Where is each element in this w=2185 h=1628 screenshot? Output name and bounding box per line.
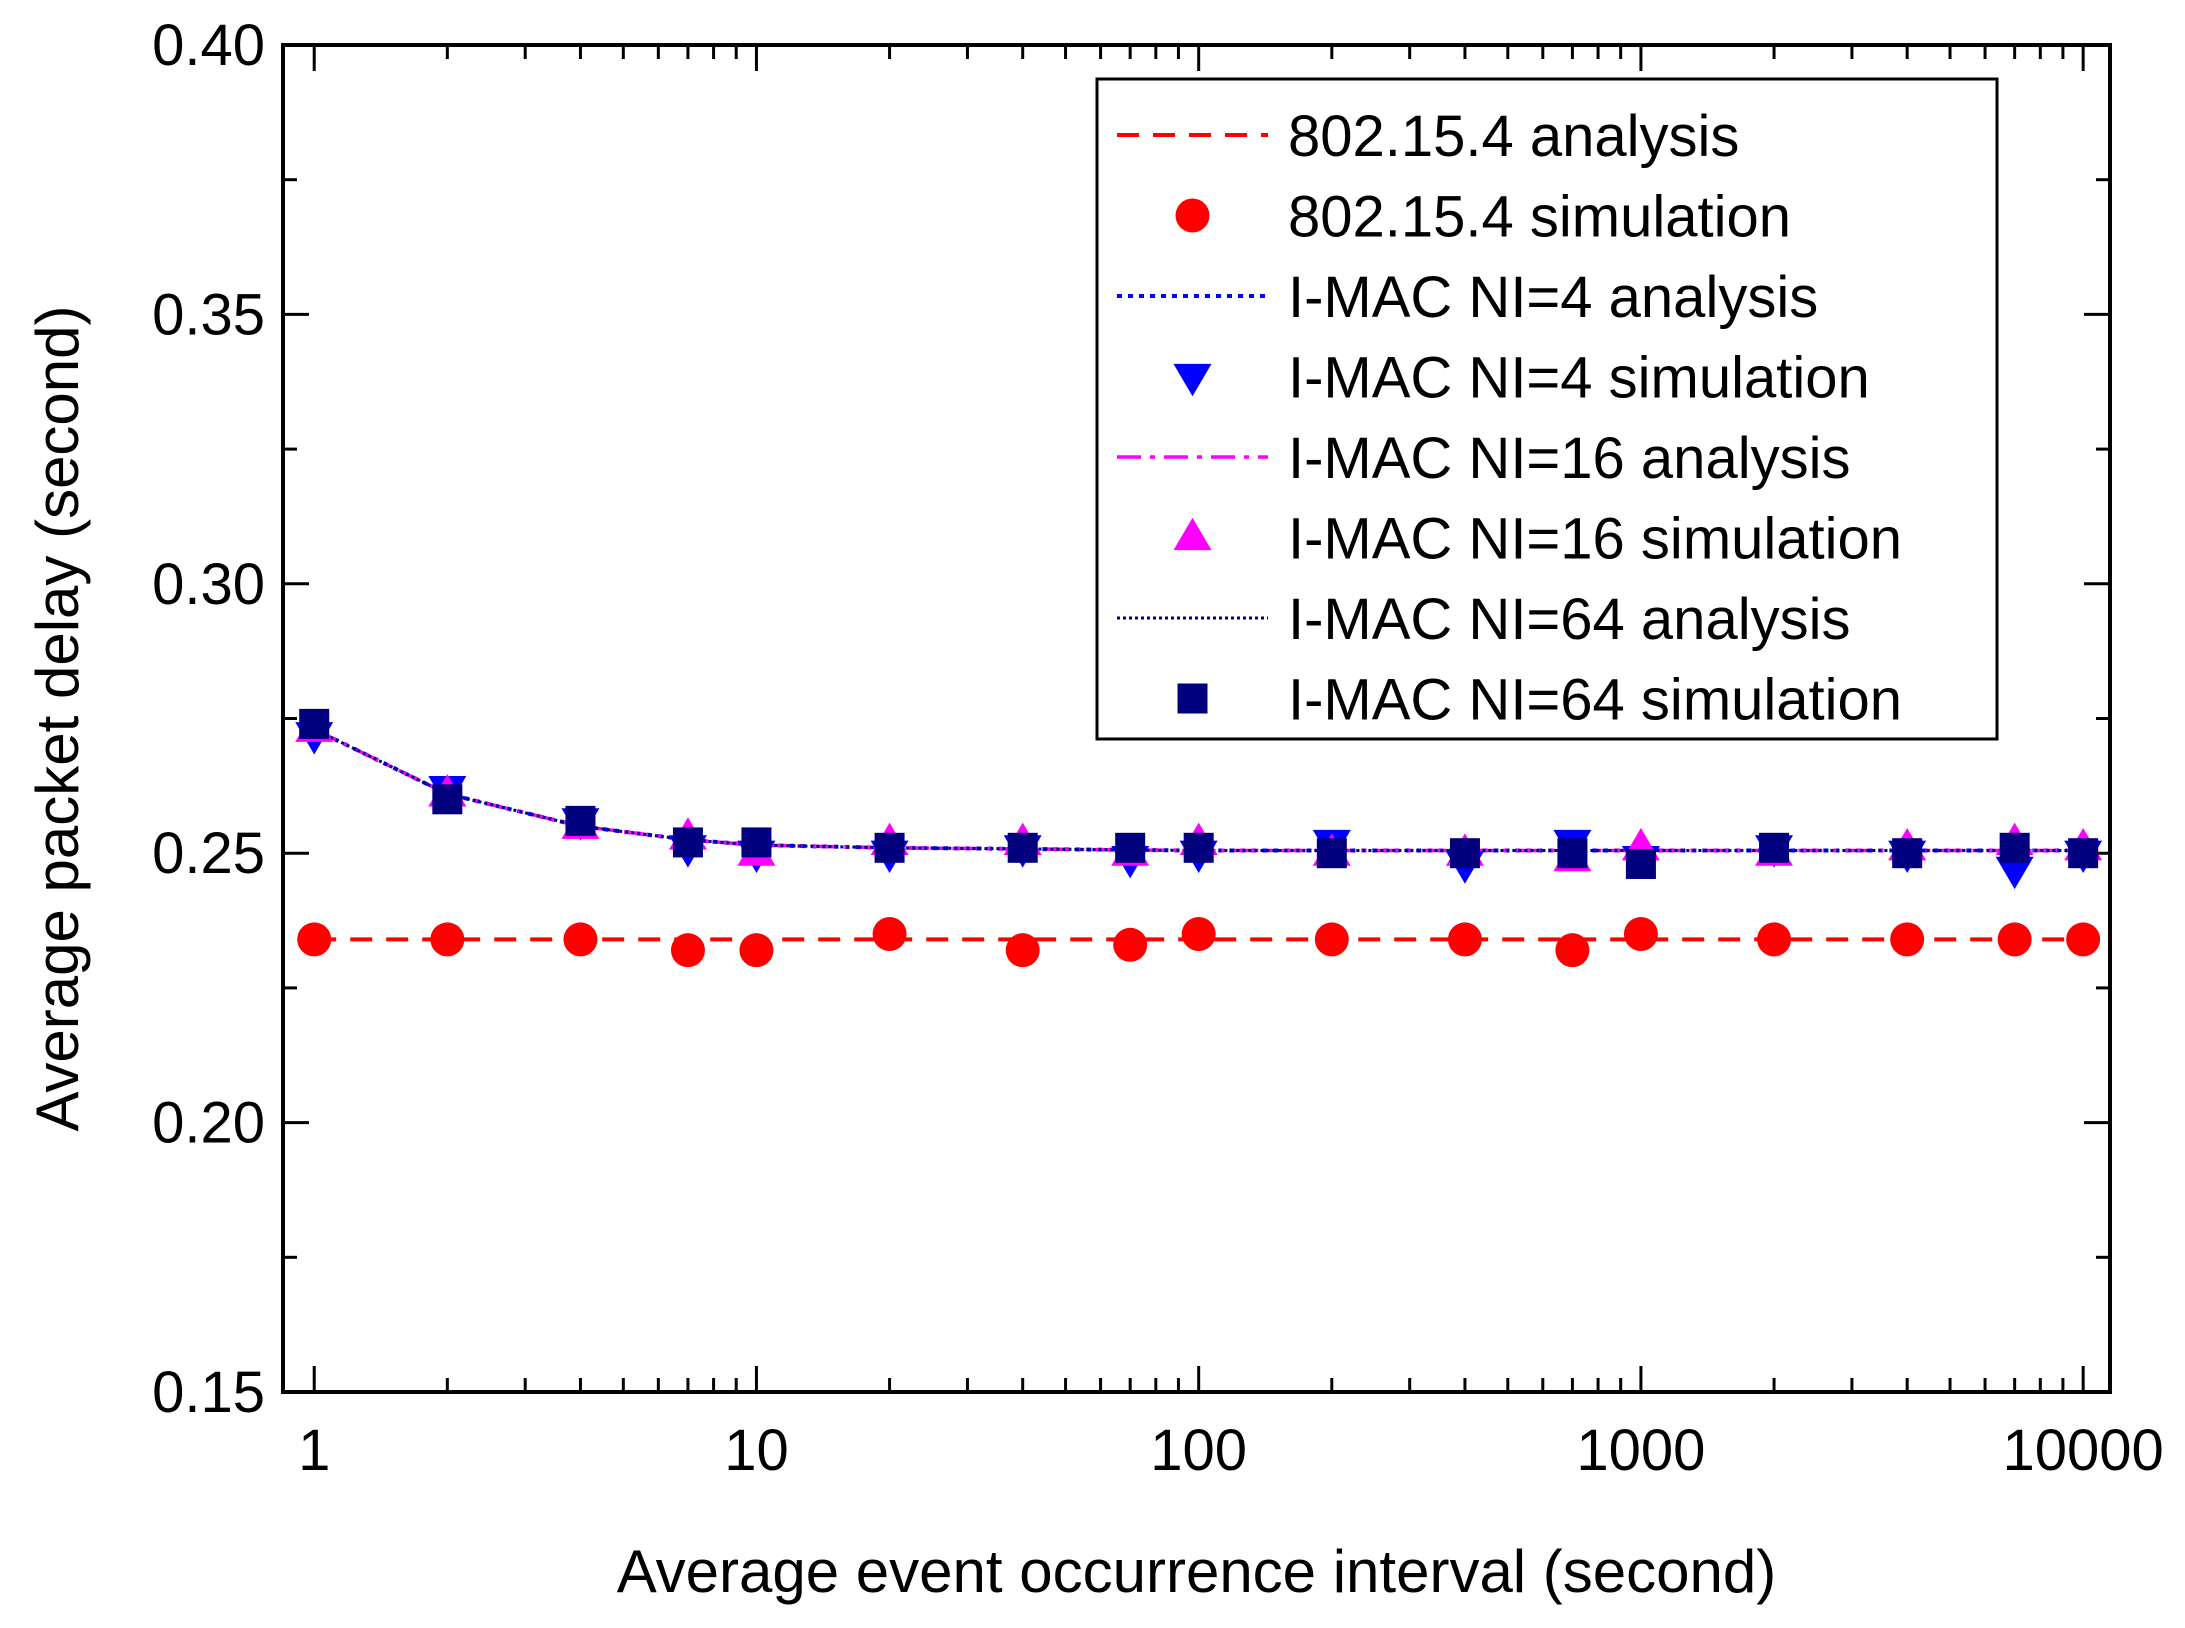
legend-marker-swatch bbox=[1173, 363, 1212, 397]
legend-label: 802.15.4 simulation bbox=[1288, 185, 1791, 250]
y-tick-label: 0.25 bbox=[152, 821, 265, 886]
x-tick-label: 10 bbox=[724, 1418, 789, 1483]
series-point-1 bbox=[1113, 927, 1148, 962]
series-point-1 bbox=[297, 922, 332, 957]
x-tick-label: 100 bbox=[1150, 1418, 1247, 1483]
legend-marker-swatch bbox=[1173, 517, 1212, 551]
series-point-7 bbox=[1316, 838, 1347, 869]
series-point-1 bbox=[1181, 917, 1216, 952]
legend: 802.15.4 analysis 802.15.4 simulation I-MA… bbox=[1095, 77, 1999, 741]
series-point-7 bbox=[1625, 848, 1656, 879]
tick-labels: 1 10 100 1000 10000 0.15 0.20 0.25 0.30 0.35 0.40 bbox=[152, 13, 2164, 1483]
x-tick-label: 10000 bbox=[2003, 1418, 2164, 1483]
series-point-1 bbox=[1997, 922, 2032, 957]
series-point-1 bbox=[872, 917, 907, 952]
series-point-7 bbox=[1183, 832, 1214, 863]
series-point-7 bbox=[1557, 838, 1588, 869]
series-point-1 bbox=[1005, 933, 1040, 968]
series-point-7 bbox=[874, 832, 905, 863]
series-point-7 bbox=[1759, 832, 1790, 863]
legend-marker-swatch bbox=[1175, 198, 1210, 233]
y-tick-label: 0.20 bbox=[152, 1091, 265, 1156]
series-point-7 bbox=[1449, 838, 1480, 869]
legend-label: I-MAC NI=16 analysis bbox=[1288, 426, 1850, 491]
legend-marker-swatch bbox=[1177, 683, 1208, 714]
x-tick-label: 1 bbox=[298, 1418, 330, 1483]
series-point-7 bbox=[2068, 838, 2099, 869]
series-point-7 bbox=[1892, 838, 1923, 869]
y-axis-title: Average packet delay (second) bbox=[24, 305, 91, 1131]
series-point-1 bbox=[1623, 917, 1658, 952]
plot-series bbox=[295, 708, 2103, 968]
y-tick-label: 0.40 bbox=[152, 13, 265, 78]
legend-label: I-MAC NI=64 analysis bbox=[1288, 587, 1850, 652]
x-tick-label: 1000 bbox=[1576, 1418, 1705, 1483]
series-point-1 bbox=[1757, 922, 1792, 957]
series-point-7 bbox=[672, 827, 703, 858]
legend-label: I-MAC NI=4 analysis bbox=[1288, 265, 1818, 330]
series-point-1 bbox=[1314, 922, 1349, 957]
legend-label: I-MAC NI=64 simulation bbox=[1288, 668, 1902, 733]
series-point-7 bbox=[299, 708, 330, 739]
series-point-7 bbox=[432, 784, 463, 815]
series-point-7 bbox=[1007, 832, 1038, 863]
series-line-6 bbox=[313, 727, 2084, 853]
series-point-1 bbox=[670, 933, 705, 968]
series-point-1 bbox=[2066, 922, 2101, 957]
y-tick-label: 0.30 bbox=[152, 552, 265, 617]
legend-label: I-MAC NI=16 simulation bbox=[1288, 507, 1902, 572]
series-point-3 bbox=[1995, 856, 2034, 890]
series-point-7 bbox=[1115, 832, 1146, 863]
series-point-7 bbox=[741, 827, 772, 858]
y-tick-label: 0.15 bbox=[152, 1360, 265, 1425]
series-point-7 bbox=[565, 805, 596, 836]
legend-label: 802.15.4 analysis bbox=[1288, 104, 1739, 169]
series-point-1 bbox=[1555, 933, 1590, 968]
x-axis-title: Average event occurrence interval (secon… bbox=[617, 1538, 1777, 1605]
series-point-1 bbox=[739, 933, 774, 968]
y-tick-label: 0.35 bbox=[152, 282, 265, 347]
series-point-1 bbox=[1447, 922, 1482, 957]
series-point-1 bbox=[430, 922, 465, 957]
series-point-1 bbox=[563, 922, 598, 957]
series-point-1 bbox=[1890, 922, 1925, 957]
legend-label: I-MAC NI=4 simulation bbox=[1288, 346, 1870, 411]
plot-frame bbox=[281, 43, 2112, 1394]
legend-box bbox=[1095, 77, 1999, 741]
series-point-7 bbox=[1999, 832, 2030, 863]
